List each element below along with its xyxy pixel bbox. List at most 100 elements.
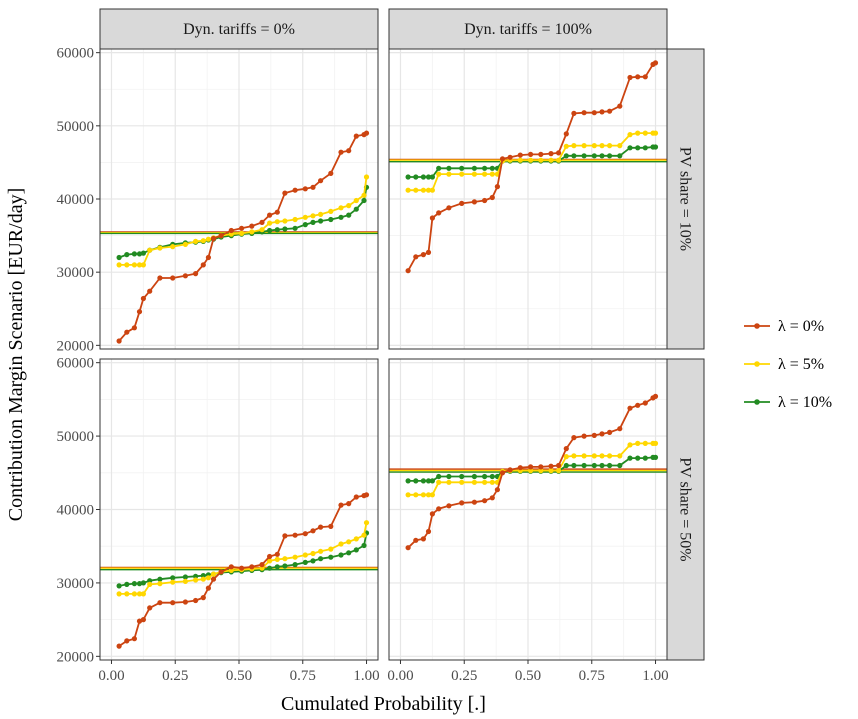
- data-point: [420, 536, 426, 542]
- data-point: [249, 223, 255, 229]
- data-point: [642, 130, 648, 136]
- data-point: [425, 492, 432, 498]
- data-point: [363, 492, 370, 498]
- data-point: [249, 564, 255, 570]
- data-point: [548, 151, 554, 157]
- data-point: [482, 498, 488, 504]
- data-point: [182, 578, 188, 585]
- data-point: [346, 148, 352, 154]
- data-point: [517, 152, 523, 158]
- data-point: [259, 562, 265, 568]
- x-tick-label: 0.25: [451, 668, 477, 684]
- data-point: [548, 157, 554, 163]
- data-point: [147, 247, 153, 253]
- data-point: [642, 145, 648, 151]
- data-point: [436, 506, 442, 512]
- data-point: [459, 200, 465, 206]
- data-point: [459, 479, 465, 485]
- data-point: [494, 184, 500, 190]
- row-strip-label: PV share = 50%: [677, 457, 694, 561]
- data-point: [140, 262, 146, 268]
- data-point: [581, 433, 587, 439]
- data-point: [282, 556, 288, 562]
- data-point: [635, 455, 641, 461]
- data-point: [446, 171, 452, 177]
- data-point: [200, 262, 206, 268]
- column-strip-label: Dyn. tariffs = 0%: [183, 21, 295, 38]
- data-point: [147, 605, 153, 611]
- data-point: [436, 165, 442, 171]
- data-point: [338, 541, 344, 547]
- data-point: [617, 153, 623, 159]
- y-tick-label: 50000: [57, 119, 95, 135]
- data-point: [157, 600, 163, 606]
- row-strip-label: PV share = 10%: [677, 147, 694, 251]
- data-point: [338, 214, 344, 220]
- x-tick-label: 0.25: [162, 668, 188, 684]
- data-point: [124, 581, 130, 588]
- data-point: [282, 218, 288, 224]
- data-point: [482, 165, 488, 171]
- data-point: [353, 494, 359, 500]
- data-point: [338, 502, 344, 508]
- data-point: [617, 103, 623, 109]
- data-point: [446, 205, 452, 211]
- data-point: [205, 254, 211, 261]
- data-point: [310, 550, 316, 557]
- data-point: [425, 174, 432, 180]
- data-point: [446, 165, 452, 171]
- data-point: [652, 60, 659, 66]
- data-point: [538, 464, 544, 470]
- data-point: [124, 638, 130, 644]
- y-tick-label: 50000: [57, 429, 95, 445]
- panel: [388, 48, 668, 350]
- data-point: [267, 227, 273, 234]
- data-point: [581, 462, 587, 469]
- data-point: [507, 154, 513, 160]
- data-point: [405, 478, 411, 484]
- data-point: [200, 576, 206, 582]
- data-point: [499, 156, 506, 162]
- y-tick-label: 40000: [57, 192, 95, 208]
- data-point: [353, 197, 359, 204]
- data-point: [210, 571, 217, 577]
- data-point: [228, 227, 234, 234]
- data-point: [259, 565, 265, 571]
- data-point: [482, 171, 488, 177]
- data-point: [193, 597, 199, 604]
- x-tick-label: 1.00: [642, 668, 668, 684]
- data-point: [361, 197, 367, 204]
- data-point: [116, 643, 122, 649]
- data-point: [116, 338, 122, 344]
- data-point: [140, 591, 146, 597]
- x-tick-label: 0.50: [515, 668, 541, 684]
- data-point: [635, 130, 641, 136]
- data-point: [116, 254, 122, 261]
- data-point: [346, 550, 352, 556]
- data-point: [599, 431, 605, 437]
- data-point: [328, 554, 334, 560]
- data-point: [302, 214, 308, 220]
- legend-key-point: [754, 361, 760, 367]
- data-point: [157, 581, 163, 587]
- data-point: [218, 569, 224, 575]
- data-point: [170, 579, 176, 585]
- data-point: [182, 273, 188, 279]
- data-point: [274, 227, 280, 233]
- data-point: [302, 222, 308, 228]
- y-tick-label: 30000: [57, 265, 95, 281]
- x-axis-title: Cumulated Probability [.]: [281, 693, 486, 715]
- data-point: [528, 151, 534, 157]
- y-tick-label: 60000: [57, 46, 95, 62]
- legend-key-point: [754, 323, 760, 329]
- data-point: [318, 211, 324, 217]
- legend-label: λ = 10%: [778, 394, 832, 411]
- data-point: [607, 108, 613, 114]
- legend-label: λ = 5%: [778, 356, 824, 373]
- data-point: [429, 478, 435, 484]
- data-point: [282, 533, 288, 539]
- data-point: [131, 251, 137, 257]
- data-point: [420, 187, 426, 193]
- data-point: [346, 203, 352, 209]
- data-point: [182, 241, 188, 247]
